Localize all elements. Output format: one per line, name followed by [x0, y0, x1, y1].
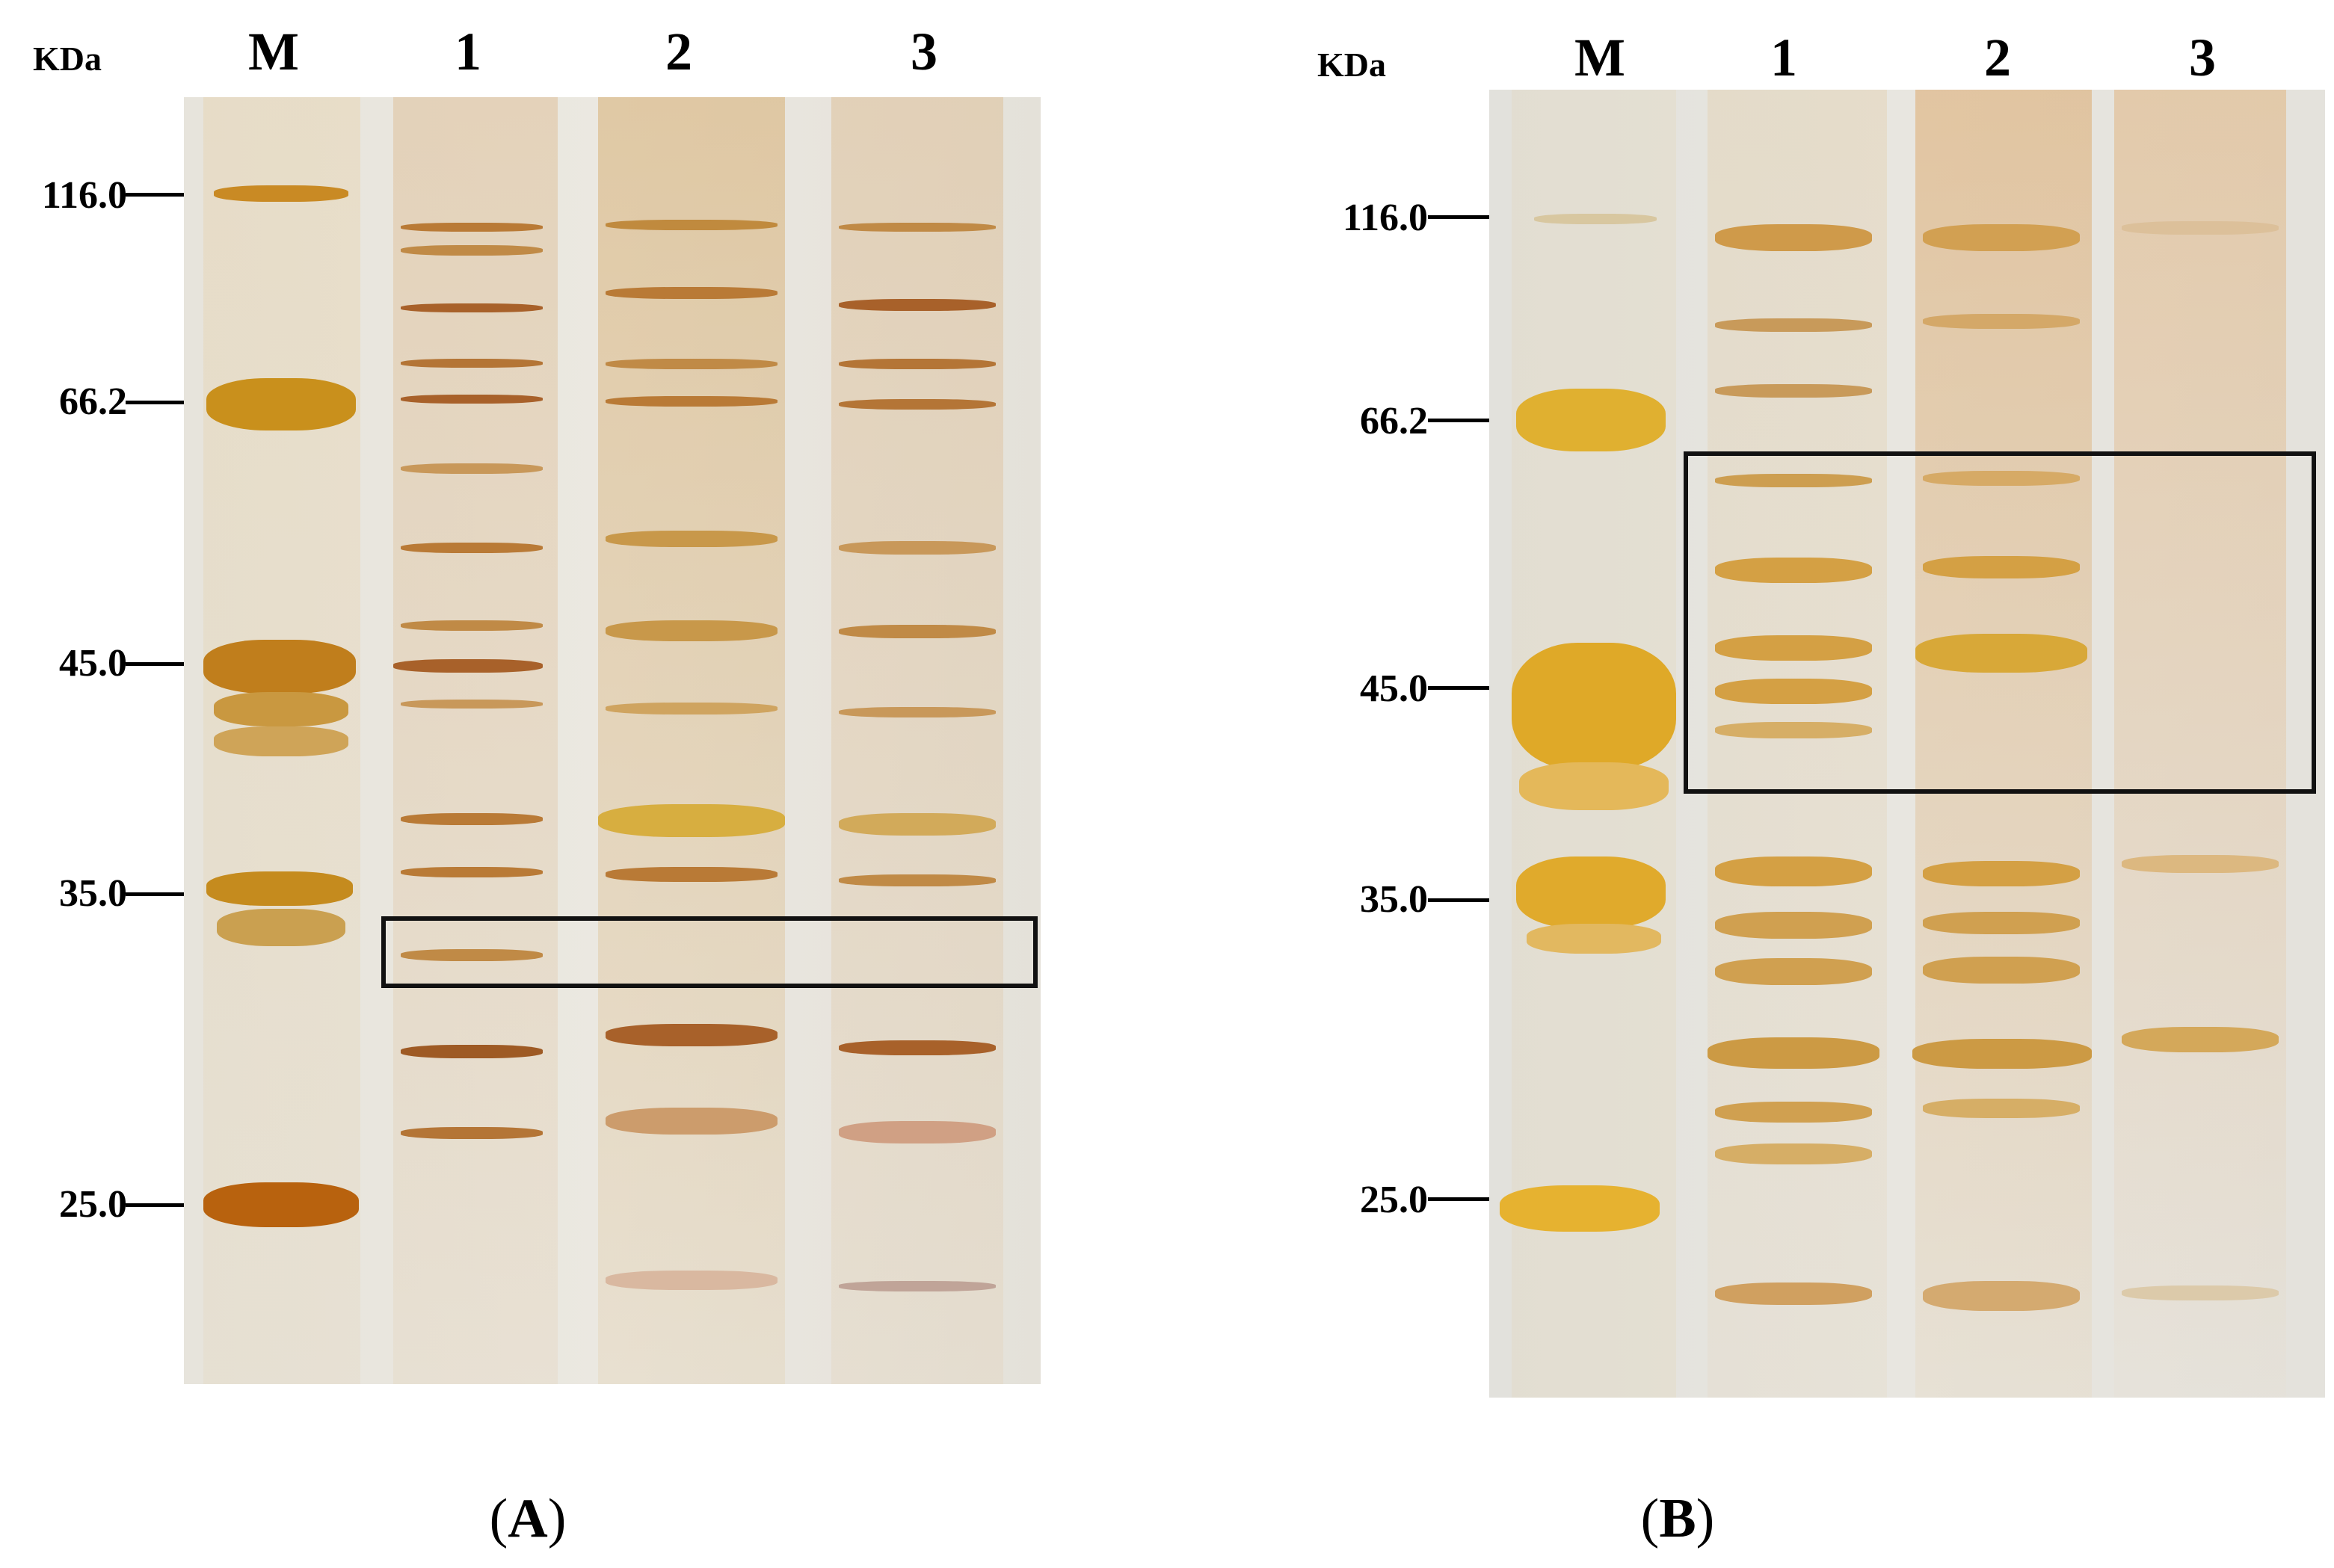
marker-label-116: 116.0	[1342, 197, 1428, 239]
lane-label-1: 1	[455, 22, 481, 81]
marker-tick	[126, 193, 188, 197]
gel-image-b	[1489, 90, 2325, 1398]
marker-tick	[1428, 215, 1491, 219]
gel-image-a	[184, 97, 1041, 1384]
lane-label-3: 3	[2189, 28, 2216, 87]
marker-label-66: 66.2	[1360, 400, 1428, 442]
lane-label-m: M	[248, 22, 299, 81]
marker-label-35: 35.0	[1360, 878, 1428, 921]
unit-label: KDa	[1317, 46, 1386, 84]
highlight-box	[381, 916, 1038, 988]
panel-b: KDa M 1 2 3 116.0 66.2 45.0 35.0 25.0	[1271, 0, 2334, 1568]
marker-label-25: 25.0	[1360, 1179, 1428, 1221]
marker-label-25: 25.0	[59, 1183, 127, 1226]
marker-tick	[126, 1203, 188, 1207]
unit-label: KDa	[33, 40, 102, 78]
lane-label-2: 2	[665, 22, 692, 81]
marker-tick	[1428, 686, 1491, 690]
panel-a: KDa M 1 2 3 116.0 66.2 45.0 35.0 25.0	[0, 0, 1062, 1568]
marker-tick	[126, 401, 188, 404]
marker-label-66: 66.2	[59, 380, 127, 423]
marker-tick	[126, 662, 188, 666]
lane-label-3: 3	[911, 22, 937, 81]
marker-tick	[126, 892, 188, 896]
marker-tick	[1428, 1197, 1491, 1201]
marker-label-35: 35.0	[59, 872, 127, 915]
highlight-box	[1684, 451, 2316, 794]
marker-label-116: 116.0	[41, 174, 127, 217]
marker-label-45: 45.0	[1360, 667, 1428, 710]
marker-label-45: 45.0	[59, 642, 127, 685]
lane-label-1: 1	[1770, 28, 1797, 87]
panel-caption-b: (B)	[1640, 1488, 1715, 1549]
marker-tick	[1428, 419, 1491, 422]
panel-caption-a: (A)	[489, 1488, 567, 1549]
lane-label-m: M	[1574, 28, 1625, 87]
marker-tick	[1428, 898, 1491, 902]
lane-label-2: 2	[1984, 28, 2011, 87]
